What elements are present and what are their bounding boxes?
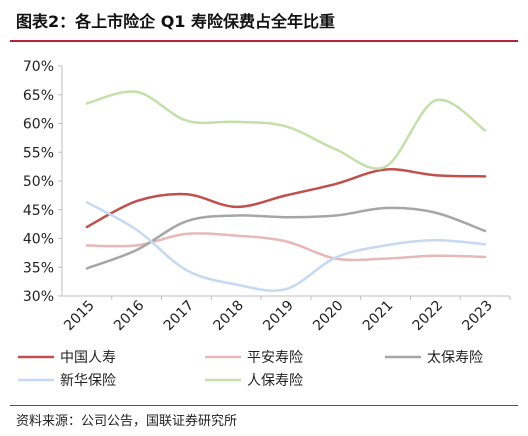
legend-label: 人保寿险 [247,372,303,389]
series-line-4 [85,90,487,170]
chart-title: 图表2：各上市险企 Q1 寿险保费占全年比重 [16,12,336,31]
x-tick-label: 2022 [410,298,447,335]
source-note: 资料来源：公司公告，国联证券研究所 [16,414,238,429]
y-tick-label: 30% [23,289,54,305]
y-tick-label: 45% [23,203,54,219]
series-line-3 [85,201,487,292]
y-tick-label: 65% [23,88,54,104]
title-divider [10,40,518,42]
x-tick-label: 2019 [260,298,297,335]
legend-label: 太保寿险 [427,349,483,366]
x-tick-label: 2017 [161,298,198,335]
y-tick-label: 70% [23,59,54,75]
footer-divider [10,405,518,406]
y-tick-label: 50% [23,174,54,190]
x-tick-label: 2021 [360,298,397,335]
y-tick-label: 60% [23,117,54,133]
x-tick-label: 2016 [111,297,148,334]
y-tick-label: 40% [23,232,54,248]
x-tick-label: 2018 [211,298,248,335]
series-line-0 [85,168,487,229]
y-tick-label: 35% [23,260,54,276]
x-tick-label: 2023 [459,298,496,335]
y-tick-label: 55% [23,145,54,161]
legend-label: 中国人寿 [60,349,116,366]
x-tick-label: 2020 [310,298,347,335]
x-tick-label: 2015 [61,298,98,335]
legend-label: 平安寿险 [247,349,303,366]
legend-label: 新华保险 [60,373,116,389]
